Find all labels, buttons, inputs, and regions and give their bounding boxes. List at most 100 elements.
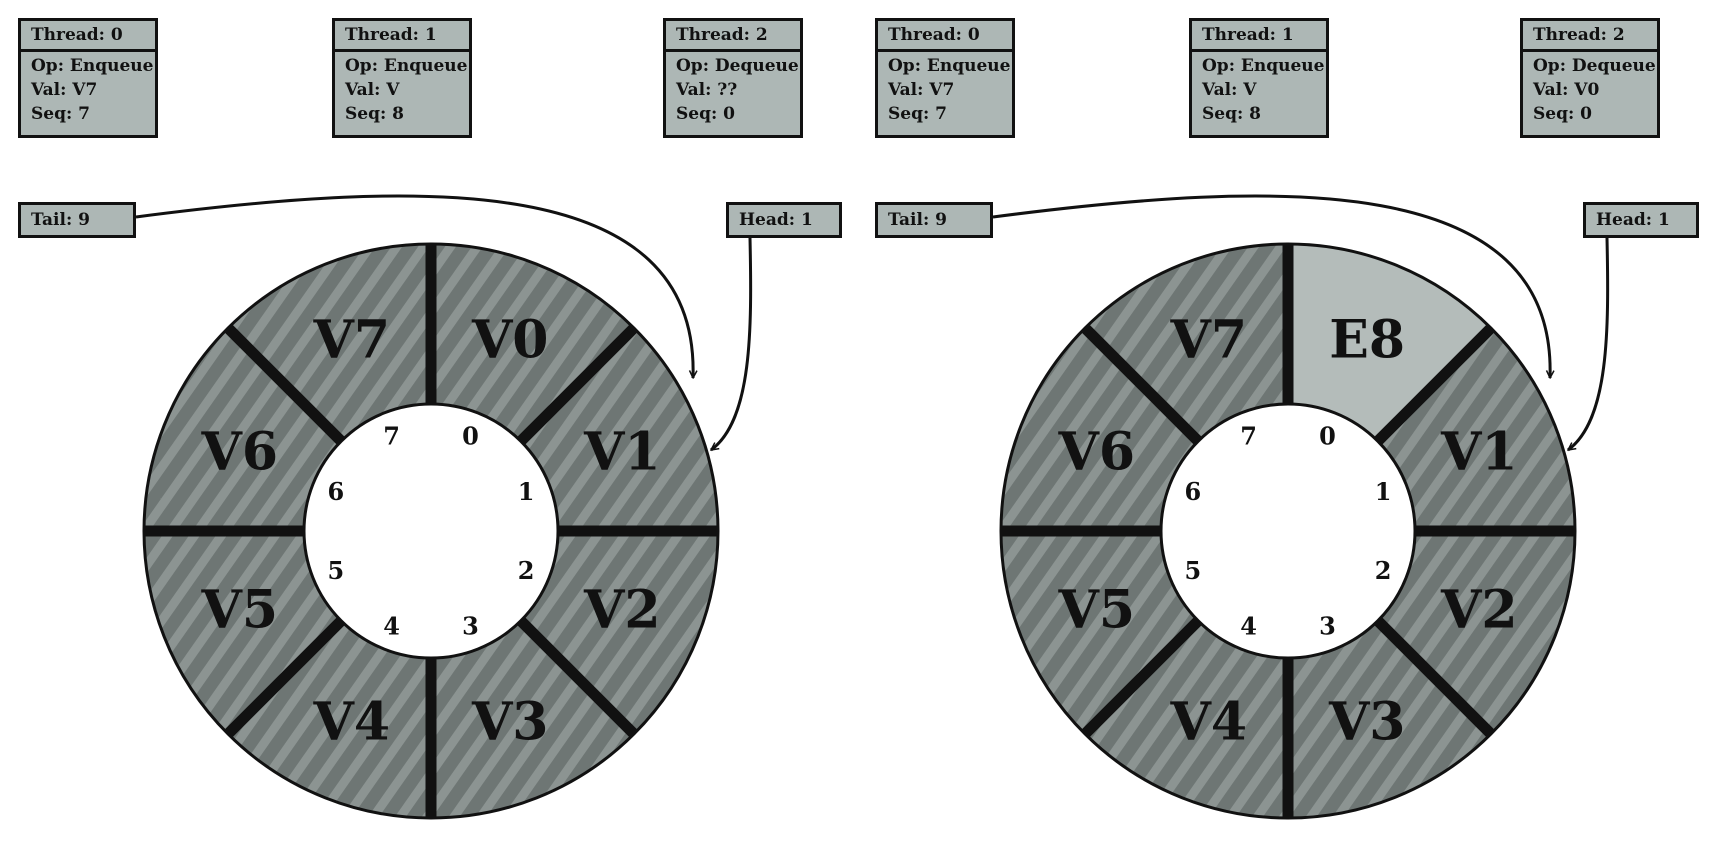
thread-box: Thread: 2 Op: Dequeue Val: V0 Seq: 0	[1520, 18, 1660, 138]
slot-divider	[224, 324, 346, 446]
thread-box: Thread: 1 Op: Enqueue Val: V Seq: 8	[332, 18, 472, 138]
slot-index-label: 6	[1184, 477, 1201, 506]
slot-value-label: V4	[1170, 692, 1248, 753]
slot-index-label: 3	[1319, 612, 1336, 641]
slot-index-label: 5	[1184, 556, 1201, 585]
thread-seq: Seq: 0	[1533, 104, 1593, 124]
slot-7	[228, 244, 431, 442]
slot-index-label: 1	[1375, 477, 1392, 506]
slot-index-label: 5	[327, 556, 344, 585]
thread-val: Val: V7	[31, 80, 98, 100]
slot-index-label: 0	[462, 421, 479, 450]
thread-id: Thread: 0	[21, 21, 155, 52]
thread-seq: Seq: 8	[345, 104, 405, 124]
thread-box: Thread: 2 Op: Dequeue Val: ?? Seq: 0	[663, 18, 803, 138]
tail-pointer-arrow	[135, 194, 693, 378]
thread-box: Thread: 0 Op: Enqueue Val: V7 Seq: 7	[875, 18, 1015, 138]
slot-2	[520, 531, 718, 734]
slot-3	[1288, 620, 1491, 818]
slot-value-label: V1	[583, 421, 661, 482]
slot-3	[431, 620, 634, 818]
slot-value-label: V5	[200, 580, 278, 641]
thread-seq: Seq: 7	[31, 104, 91, 124]
head-pointer: Head: 1	[1583, 202, 1699, 238]
ring-diagram: V0 0 V1 1 V2 2 V3 3 V4 4 V5 5 V6 6 V7 7	[135, 194, 753, 820]
slot-index-label: 7	[1240, 421, 1257, 450]
thread-op: Op: Enqueue	[888, 56, 1011, 76]
slot-7	[1085, 244, 1288, 442]
head-pointer: Head: 1	[726, 202, 842, 238]
slot-index-label: 2	[518, 556, 535, 585]
thread-id: Thread: 0	[878, 21, 1012, 52]
slot-divider	[1081, 616, 1203, 738]
slot-value-label: E8	[1329, 309, 1405, 370]
ring-inner-border	[302, 402, 560, 660]
thread-seq: Seq: 0	[676, 104, 736, 124]
slot-2	[1377, 531, 1575, 734]
slot-index-label: 3	[462, 612, 479, 641]
slot-divider	[516, 324, 638, 446]
ring-inner-border	[1159, 402, 1417, 660]
thread-id: Thread: 2	[666, 21, 800, 52]
slot-4	[1085, 620, 1288, 818]
thread-val: Val: V	[1202, 80, 1257, 100]
slot-0	[1288, 244, 1491, 442]
tail-pointer-arrow	[992, 194, 1550, 378]
slot-value-label: V0	[471, 309, 549, 370]
slot-value-label: V6	[1057, 421, 1135, 482]
slot-1	[1377, 328, 1575, 531]
slot-value-label: V4	[313, 692, 391, 753]
slot-index-label: 4	[1240, 612, 1257, 641]
slot-divider	[516, 616, 638, 738]
slot-divider	[1373, 616, 1495, 738]
slot-value-label: V2	[583, 580, 661, 641]
slot-value-label: V3	[471, 692, 549, 753]
thread-id: Thread: 1	[335, 21, 469, 52]
slot-index-label: 6	[327, 477, 344, 506]
slot-5	[1001, 531, 1199, 734]
thread-op: Op: Enqueue	[345, 56, 468, 76]
thread-box: Thread: 0 Op: Enqueue Val: V7 Seq: 7	[18, 18, 158, 138]
slot-index-label: 7	[383, 421, 400, 450]
slot-0	[431, 244, 634, 442]
slot-value-label: V5	[1057, 580, 1135, 641]
slot-value-label: V6	[200, 421, 278, 482]
thread-id: Thread: 2	[1523, 21, 1657, 52]
thread-val: Val: V	[345, 80, 400, 100]
slot-value-label: V7	[1170, 309, 1248, 370]
thread-seq: Seq: 8	[1202, 104, 1262, 124]
ring-diagram: E8 0 V1 1 V2 2 V3 3 V4 4 V5 5 V6 6 V7 7	[992, 194, 1610, 820]
slot-value-label: V2	[1440, 580, 1518, 641]
thread-box: Thread: 1 Op: Enqueue Val: V Seq: 8	[1189, 18, 1329, 138]
thread-val: Val: ??	[676, 80, 738, 100]
head-pointer-arrow	[711, 237, 753, 452]
thread-val: Val: V7	[888, 80, 955, 100]
slot-value-label: V1	[1440, 421, 1518, 482]
thread-seq: Seq: 7	[888, 104, 948, 124]
thread-op: Op: Dequeue	[1533, 56, 1656, 76]
slot-1	[520, 328, 718, 531]
slot-value-label: V3	[1328, 692, 1406, 753]
thread-op: Op: Dequeue	[676, 56, 799, 76]
tail-pointer: Tail: 9	[18, 202, 136, 238]
slot-6	[1001, 328, 1199, 531]
panel-before: V0 0 V1 1 V2 2 V3 3 V4 4 V5 5 V6 6 V7 7 Thread: 0 Op: E…	[18, 18, 842, 820]
slot-index-label: 2	[1375, 556, 1392, 585]
slot-divider	[1373, 324, 1495, 446]
slot-4	[228, 620, 431, 818]
slot-value-label: V7	[313, 309, 391, 370]
slot-index-label: 1	[518, 477, 535, 506]
tail-pointer: Tail: 9	[875, 202, 993, 238]
thread-val: Val: V0	[1533, 80, 1600, 100]
panel-after: E8 0 V1 1 V2 2 V3 3 V4 4 V5 5 V6 6 V7 7 Thread: 0 Op: E…	[857, 0, 1714, 855]
slot-6	[144, 328, 342, 531]
thread-op: Op: Enqueue	[1202, 56, 1325, 76]
thread-op: Op: Enqueue	[31, 56, 154, 76]
slot-divider	[1081, 324, 1203, 446]
slot-divider	[224, 616, 346, 738]
thread-id: Thread: 1	[1192, 21, 1326, 52]
slot-index-label: 0	[1319, 421, 1336, 450]
head-pointer-arrow	[1568, 237, 1610, 452]
slot-index-label: 4	[383, 612, 400, 641]
slot-5	[144, 531, 342, 734]
